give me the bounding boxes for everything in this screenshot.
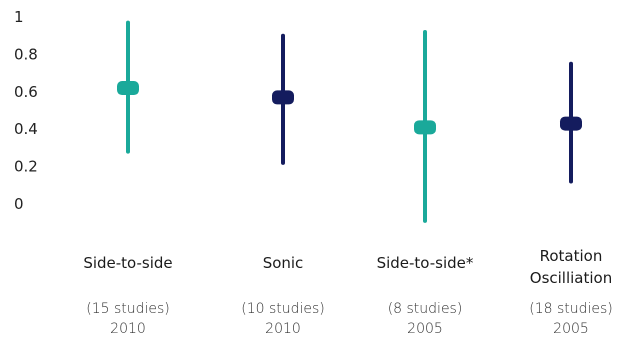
year-label: 2010 (110, 321, 146, 337)
y-tick-label: 0.4 (14, 120, 38, 138)
category-label: Sonic (263, 254, 304, 272)
study-count-label: (8 studies) (388, 301, 463, 317)
category-label: Side-to-side* (377, 254, 474, 272)
year-label: 2005 (553, 321, 589, 337)
study-count-label: (18 studies) (529, 301, 613, 317)
study-count-label: (10 studies) (241, 301, 325, 317)
category-label: Oscilliation (530, 269, 612, 287)
study-count-label: (15 studies) (86, 301, 170, 317)
category-label: Rotation (540, 247, 603, 265)
y-tick-label: 0 (14, 195, 24, 213)
y-tick-label: 0.8 (14, 45, 38, 63)
point-estimate-marker (414, 120, 436, 135)
y-tick-label: 1 (14, 8, 24, 26)
point-estimate-marker (272, 90, 294, 105)
y-tick-label: 0.6 (14, 83, 38, 101)
point-estimate-marker (560, 116, 582, 131)
category-label: Side-to-side (83, 254, 172, 272)
year-label: 2010 (265, 321, 301, 337)
category-labels: Side-to-side (15 studies) 2010 Sonic (10 stu… (83, 247, 612, 337)
y-axis: 1 0.8 0.6 0.4 0.2 0 (14, 8, 38, 213)
point-estimate-marker (117, 81, 139, 96)
y-tick-label: 0.2 (14, 158, 38, 176)
year-label: 2005 (407, 321, 443, 337)
plot-area (117, 20, 582, 223)
